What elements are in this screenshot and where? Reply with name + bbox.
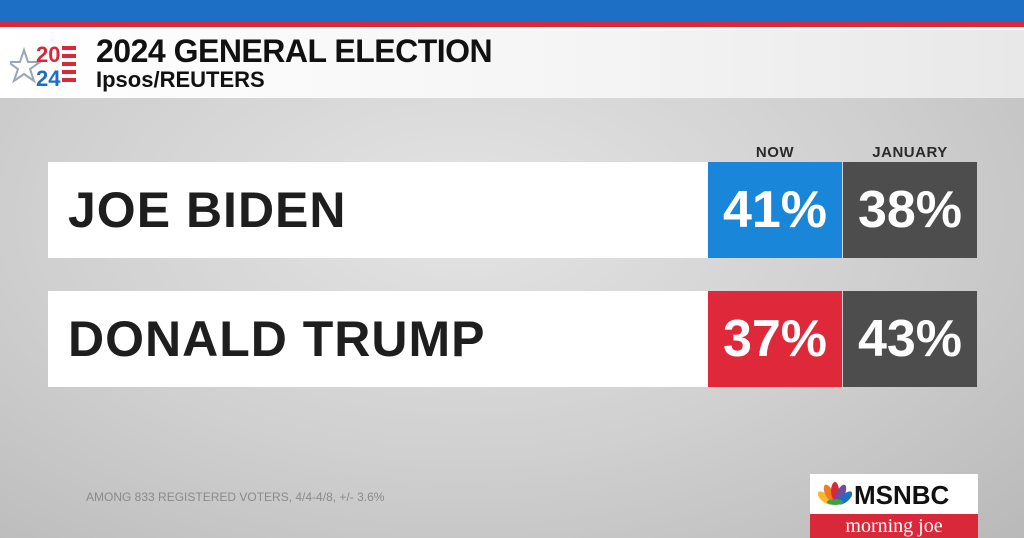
msnbc-logo: MSNBC morning joe	[810, 474, 978, 538]
column-header-now: NOW	[755, 144, 795, 161]
trump-january-value: 43%	[843, 291, 977, 387]
header-title: 2024 GENERAL ELECTION	[96, 33, 493, 69]
network-name: MSNBC	[854, 480, 950, 510]
biden-january-value: 38%	[843, 162, 977, 258]
candidate-row-trump: DONALD TRUMP	[48, 291, 708, 387]
column-header-january: JANUARY	[872, 144, 948, 161]
candidate-name: JOE BIDEN	[68, 182, 347, 238]
trump-now-value: 37%	[708, 291, 842, 387]
election-2024-logo-icon: 20 24	[10, 42, 76, 91]
poll-footnote: AMONG 833 REGISTERED VOTERS, 4/4-4/8, +/…	[86, 490, 385, 504]
top-red-stripe	[0, 22, 1024, 27]
candidate-row-biden: JOE BIDEN	[48, 162, 708, 258]
top-blue-stripe	[0, 0, 1024, 22]
show-name: morning joe	[810, 514, 978, 538]
candidate-name: DONALD TRUMP	[68, 311, 486, 367]
poll-source: Ipsos/REUTERS	[96, 67, 265, 92]
peacock-icon	[818, 482, 852, 505]
svg-text:24: 24	[36, 66, 61, 91]
biden-now-value: 41%	[708, 162, 842, 258]
top-white-stripe	[0, 27, 1024, 30]
svg-text:20: 20	[36, 42, 60, 67]
header-bar	[0, 30, 1024, 98]
